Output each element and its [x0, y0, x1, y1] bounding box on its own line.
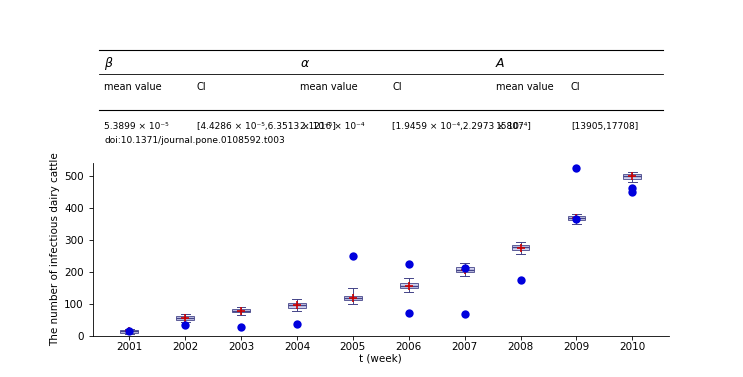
Text: [1.9459 × 10⁻⁴,2.2973 × 10⁻⁴]: [1.9459 × 10⁻⁴,2.2973 × 10⁻⁴]: [392, 122, 531, 130]
Text: [4.4286 × 10⁻⁵,6.3513 × 10⁻⁵]: [4.4286 × 10⁻⁵,6.3513 × 10⁻⁵]: [196, 122, 335, 130]
PathPatch shape: [512, 245, 530, 250]
Text: A: A: [496, 57, 504, 70]
Text: 5.3899 × 10⁻⁵: 5.3899 × 10⁻⁵: [104, 122, 169, 130]
PathPatch shape: [455, 267, 473, 272]
Text: CI: CI: [392, 82, 402, 92]
Text: CI: CI: [571, 82, 580, 92]
Text: β: β: [104, 57, 112, 70]
Text: 2.1216 × 10⁻⁴: 2.1216 × 10⁻⁴: [300, 122, 365, 130]
Text: α: α: [300, 57, 308, 70]
PathPatch shape: [176, 316, 194, 320]
PathPatch shape: [344, 296, 362, 300]
PathPatch shape: [568, 216, 585, 220]
Text: [13905,17708]: [13905,17708]: [571, 122, 638, 130]
Text: mean value: mean value: [300, 82, 358, 92]
Text: mean value: mean value: [104, 82, 162, 92]
PathPatch shape: [232, 309, 250, 313]
Text: mean value: mean value: [496, 82, 554, 92]
PathPatch shape: [120, 330, 138, 333]
PathPatch shape: [400, 284, 418, 288]
PathPatch shape: [288, 303, 306, 308]
PathPatch shape: [623, 174, 641, 179]
Text: 15807: 15807: [496, 122, 525, 130]
X-axis label: t (week): t (week): [360, 354, 402, 364]
Text: doi:10.1371/journal.pone.0108592.t003: doi:10.1371/journal.pone.0108592.t003: [104, 136, 285, 145]
Y-axis label: The number of infectious dairy cattle: The number of infectious dairy cattle: [50, 152, 60, 346]
Text: CI: CI: [196, 82, 206, 92]
